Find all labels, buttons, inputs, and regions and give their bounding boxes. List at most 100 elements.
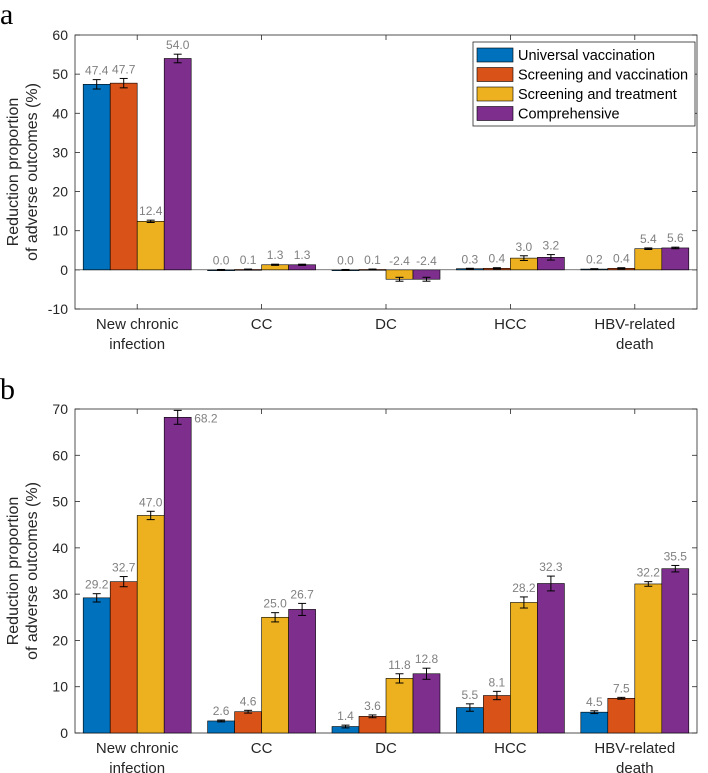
data-label: 7.5: [613, 681, 630, 695]
x-category-label-line: HCC: [494, 316, 527, 333]
bar: [136, 221, 165, 271]
x-category-label-line: DC: [375, 740, 397, 757]
x-category-label: New chronic infection: [96, 740, 179, 773]
x-category-label-line: CC: [251, 740, 273, 757]
legend-label: Screening and vaccination: [518, 68, 688, 84]
data-label: 35.5: [664, 549, 688, 563]
bar: [412, 673, 441, 734]
data-label: 3.6: [364, 699, 381, 713]
data-label: 3.0: [516, 240, 533, 254]
data-label: 28.2: [512, 581, 536, 595]
legend-swatch: [476, 67, 514, 82]
bar: [163, 417, 192, 734]
bar: [483, 695, 511, 734]
data-label: 0.4: [613, 252, 630, 266]
bar: [634, 583, 663, 734]
x-category-label: CC: [251, 316, 273, 333]
legend-swatch: [476, 86, 514, 102]
x-category-label: HBV-related death: [594, 740, 675, 773]
data-label: 12.4: [139, 204, 163, 218]
y-axis-label-line: Reduction proportion: [5, 98, 22, 247]
data-label: 47.4: [85, 64, 109, 78]
data-label: 3.2: [543, 239, 560, 253]
bar: [661, 568, 690, 734]
panel-b-chart: b 0 10 20 30 40 50 60 70 Reduction proportion of a…: [0, 373, 698, 773]
data-label: 0.0: [213, 253, 230, 267]
y-tick-label: 60: [52, 27, 68, 43]
bar: [261, 616, 289, 734]
x-category-label: DC: [375, 316, 397, 333]
panel-a-chart: a -10 0 10 20 30 40 50 60 Reduction proportion of …: [0, 0, 698, 353]
data-label: 68.2: [194, 411, 218, 425]
data-label: 4.5: [586, 695, 603, 709]
x-category-label-line: CC: [251, 316, 273, 333]
data-label: 47.0: [139, 495, 163, 509]
y-axis-label-line: of adverse outcomes (%): [24, 482, 41, 660]
y-tick-label: 20: [52, 632, 68, 648]
x-category-label: New chronic infection: [96, 316, 179, 353]
y-axis-label-line: of adverse outcomes (%): [24, 83, 41, 261]
panel-letter: b: [0, 373, 15, 406]
y-tick-label: 70: [52, 401, 68, 417]
data-label: 1.4: [337, 709, 354, 723]
x-category-label-line: HCC: [494, 740, 527, 757]
data-label: 0.4: [489, 252, 506, 266]
x-category-label-line: HBV-related: [594, 740, 675, 757]
x-category-label-line: death: [616, 336, 654, 353]
bar: [82, 597, 111, 734]
data-label: 0.3: [462, 252, 479, 266]
data-label: 29.2: [85, 578, 109, 592]
y-tick-label: 0: [60, 262, 68, 278]
y-tick-label: 30: [52, 586, 68, 602]
data-label: 1.3: [294, 248, 311, 262]
y-tick-label: 40: [52, 105, 68, 121]
data-label: 25.0: [263, 597, 287, 611]
data-label: 0.0: [337, 253, 354, 267]
data-label: 5.5: [462, 688, 479, 702]
y-tick-label: 60: [52, 447, 68, 463]
y-axis-label: Reduction proportion of adverse outcomes …: [5, 482, 41, 660]
x-category-label: HBV-related death: [594, 316, 675, 353]
y-tick-label: 10: [52, 679, 68, 695]
bar: [537, 583, 565, 734]
data-label: 32.3: [539, 560, 563, 574]
x-category-label: HCC: [494, 740, 527, 757]
bar: [207, 720, 235, 734]
bar: [358, 716, 387, 734]
panel-letter: a: [0, 0, 13, 31]
bar: [109, 82, 138, 271]
bar: [109, 581, 138, 734]
x-category-label-line: infection: [109, 336, 165, 353]
y-tick-label: 30: [52, 144, 68, 160]
data-label: -2.4: [416, 254, 437, 268]
x-category-label-line: New chronic: [96, 740, 179, 757]
bar: [580, 711, 609, 734]
data-label: 26.7: [290, 587, 314, 601]
data-label: 0.1: [240, 253, 257, 267]
y-tick-label: 50: [52, 66, 68, 82]
data-label: 11.8: [388, 658, 411, 672]
x-category-label-line: HBV-related: [594, 316, 675, 333]
x-category-label-line: infection: [109, 760, 165, 773]
data-label: 1.3: [267, 248, 284, 262]
data-label: 5.6: [667, 231, 684, 245]
data-label: 2.6: [213, 704, 230, 718]
x-category-label: DC: [375, 740, 397, 757]
data-label: 0.1: [364, 253, 381, 267]
bar: [234, 711, 262, 734]
bar: [163, 58, 192, 271]
y-tick-label: 0: [60, 725, 68, 741]
data-label: 8.1: [489, 675, 506, 689]
x-category-label-line: DC: [375, 316, 397, 333]
x-category-label-line: New chronic: [96, 316, 179, 333]
legend-swatch: [476, 47, 514, 63]
y-axis-label: Reduction proportion of adverse outcomes …: [5, 83, 41, 261]
bar: [288, 609, 316, 734]
x-category-label: CC: [251, 740, 273, 757]
legend-label: Comprehensive: [518, 107, 620, 123]
x-category-label: HCC: [494, 316, 527, 333]
data-label: 54.0: [166, 38, 190, 52]
bar: [82, 84, 111, 271]
legend-swatch: [476, 106, 514, 121]
